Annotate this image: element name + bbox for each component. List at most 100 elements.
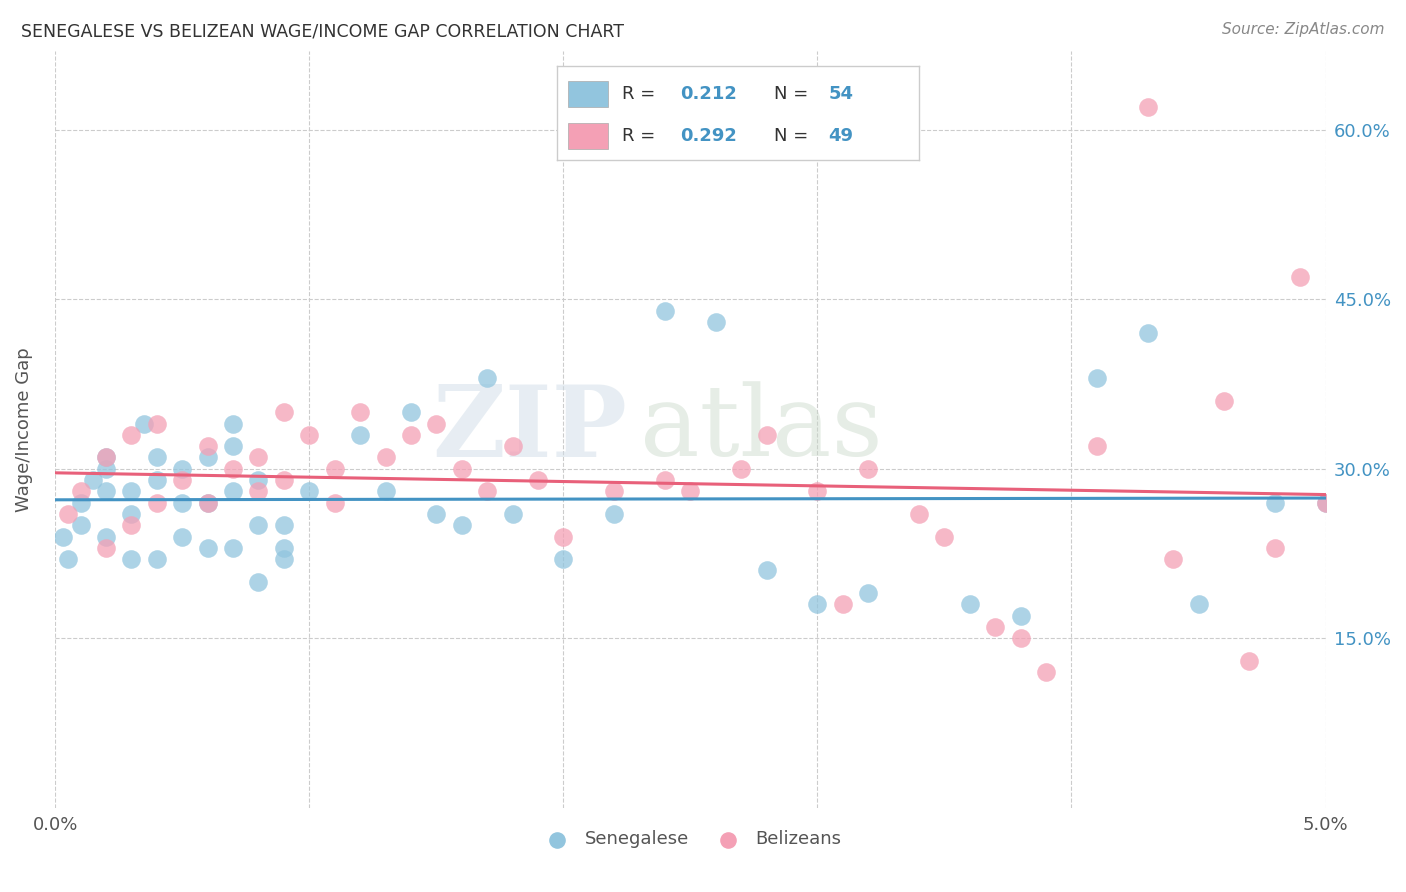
Y-axis label: Wage/Income Gap: Wage/Income Gap — [15, 347, 32, 512]
Point — [222, 417, 245, 431]
Point — [654, 473, 676, 487]
Point — [1136, 100, 1159, 114]
Point — [349, 405, 371, 419]
Point — [273, 473, 295, 487]
Point — [553, 530, 575, 544]
Point — [1085, 371, 1108, 385]
Point — [806, 598, 828, 612]
Point — [908, 507, 931, 521]
Point — [858, 586, 880, 600]
Point — [146, 552, 169, 566]
Point — [52, 530, 75, 544]
Point — [450, 518, 472, 533]
Point — [134, 417, 156, 431]
Point — [858, 462, 880, 476]
Point — [654, 303, 676, 318]
Point — [172, 530, 194, 544]
Point — [755, 564, 778, 578]
Point — [56, 552, 79, 566]
Point — [94, 541, 117, 555]
Point — [755, 428, 778, 442]
Point — [553, 552, 575, 566]
Point — [273, 405, 295, 419]
Point — [1239, 654, 1261, 668]
Point — [222, 462, 245, 476]
Point — [806, 484, 828, 499]
Point — [172, 462, 194, 476]
Point — [399, 428, 422, 442]
Point — [1315, 496, 1337, 510]
Point — [197, 496, 219, 510]
Point — [197, 450, 219, 465]
Point — [222, 541, 245, 555]
Point — [1289, 269, 1312, 284]
Point — [247, 518, 270, 533]
Point — [120, 518, 142, 533]
Point — [146, 450, 169, 465]
Point — [425, 417, 447, 431]
Point — [222, 439, 245, 453]
Point — [56, 507, 79, 521]
Point — [502, 439, 524, 453]
Point — [1035, 665, 1057, 680]
Legend: Senegalese, Belizeans: Senegalese, Belizeans — [531, 823, 849, 855]
Point — [94, 450, 117, 465]
Point — [603, 507, 626, 521]
Text: ZIP: ZIP — [432, 381, 627, 478]
Point — [399, 405, 422, 419]
Point — [120, 507, 142, 521]
Point — [273, 518, 295, 533]
Point — [298, 484, 321, 499]
Point — [146, 473, 169, 487]
Point — [475, 371, 498, 385]
Point — [323, 496, 346, 510]
Point — [247, 450, 270, 465]
Point — [94, 462, 117, 476]
Point — [679, 484, 702, 499]
Point — [984, 620, 1007, 634]
Point — [374, 450, 396, 465]
Point — [349, 428, 371, 442]
Point — [1187, 598, 1209, 612]
Point — [934, 530, 956, 544]
Point — [1264, 496, 1286, 510]
Text: SENEGALESE VS BELIZEAN WAGE/INCOME GAP CORRELATION CHART: SENEGALESE VS BELIZEAN WAGE/INCOME GAP C… — [21, 22, 624, 40]
Point — [197, 496, 219, 510]
Point — [82, 473, 104, 487]
Point — [69, 518, 91, 533]
Point — [502, 507, 524, 521]
Point — [222, 484, 245, 499]
Point — [704, 315, 727, 329]
Text: Source: ZipAtlas.com: Source: ZipAtlas.com — [1222, 22, 1385, 37]
Point — [1085, 439, 1108, 453]
Point — [172, 473, 194, 487]
Point — [247, 473, 270, 487]
Point — [146, 496, 169, 510]
Point — [120, 428, 142, 442]
Point — [323, 462, 346, 476]
Point — [730, 462, 752, 476]
Point — [120, 552, 142, 566]
Point — [94, 450, 117, 465]
Point — [247, 574, 270, 589]
Point — [374, 484, 396, 499]
Point — [603, 484, 626, 499]
Point — [172, 496, 194, 510]
Point — [247, 484, 270, 499]
Point — [1212, 394, 1234, 409]
Point — [273, 541, 295, 555]
Point — [197, 439, 219, 453]
Point — [831, 598, 853, 612]
Point — [1010, 608, 1032, 623]
Point — [1315, 496, 1337, 510]
Point — [475, 484, 498, 499]
Point — [69, 484, 91, 499]
Point — [69, 496, 91, 510]
Point — [94, 484, 117, 499]
Point — [197, 541, 219, 555]
Point — [1136, 326, 1159, 341]
Point — [959, 598, 981, 612]
Point — [1161, 552, 1184, 566]
Point — [1264, 541, 1286, 555]
Text: atlas: atlas — [640, 381, 883, 477]
